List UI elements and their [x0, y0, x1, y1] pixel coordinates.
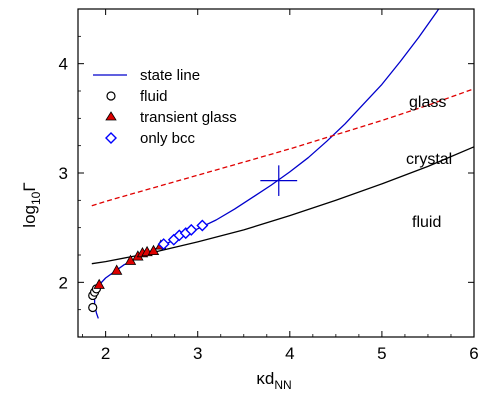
legend-fluid-marker: [106, 91, 116, 101]
legend-label-fluid: fluid: [140, 88, 168, 105]
diamond-marker-5-0: [157, 238, 170, 251]
x-tick-label-0: 2: [101, 344, 110, 363]
y-tick-label-1: 3: [59, 164, 68, 183]
region-label-crystal: crystal: [406, 151, 452, 168]
x-tick-label-3: 5: [377, 344, 386, 363]
series-line-2: [91, 146, 474, 265]
y-tick-label-0: 2: [59, 273, 68, 292]
x-tick-label-2: 4: [285, 344, 294, 363]
triangle-marker-4-1: [110, 264, 123, 275]
y-axis-title: log10Γ: [20, 182, 43, 227]
triangle-marker-4-0: [93, 278, 105, 289]
legend-label-state-line: state line: [140, 67, 200, 84]
region-label-fluid: fluid: [412, 214, 441, 231]
legend-label-only-bcc: only bcc: [140, 130, 196, 147]
legend-label-transient-glass: transient glass: [140, 109, 237, 126]
y-tick-label-2: 4: [59, 55, 68, 74]
series-line-0: [93, 9, 440, 319]
legend-only-bcc-marker: [105, 132, 117, 144]
plot-frame: [77, 8, 475, 338]
triangle-marker-4-6: [147, 244, 160, 256]
circle-marker-3-0: [88, 302, 98, 313]
x-tick-label-4: 6: [469, 344, 478, 363]
diamond-marker-5-5: [196, 219, 209, 232]
x-tick-label-1: 3: [193, 344, 202, 363]
legend-transient-glass-marker: [105, 111, 117, 121]
x-axis-title: κdNN: [256, 369, 291, 392]
region-label-glass: glass: [409, 94, 446, 111]
legend: state line fluid transient glass only bc…: [93, 67, 237, 147]
diamond-marker-5-4: [185, 223, 198, 236]
